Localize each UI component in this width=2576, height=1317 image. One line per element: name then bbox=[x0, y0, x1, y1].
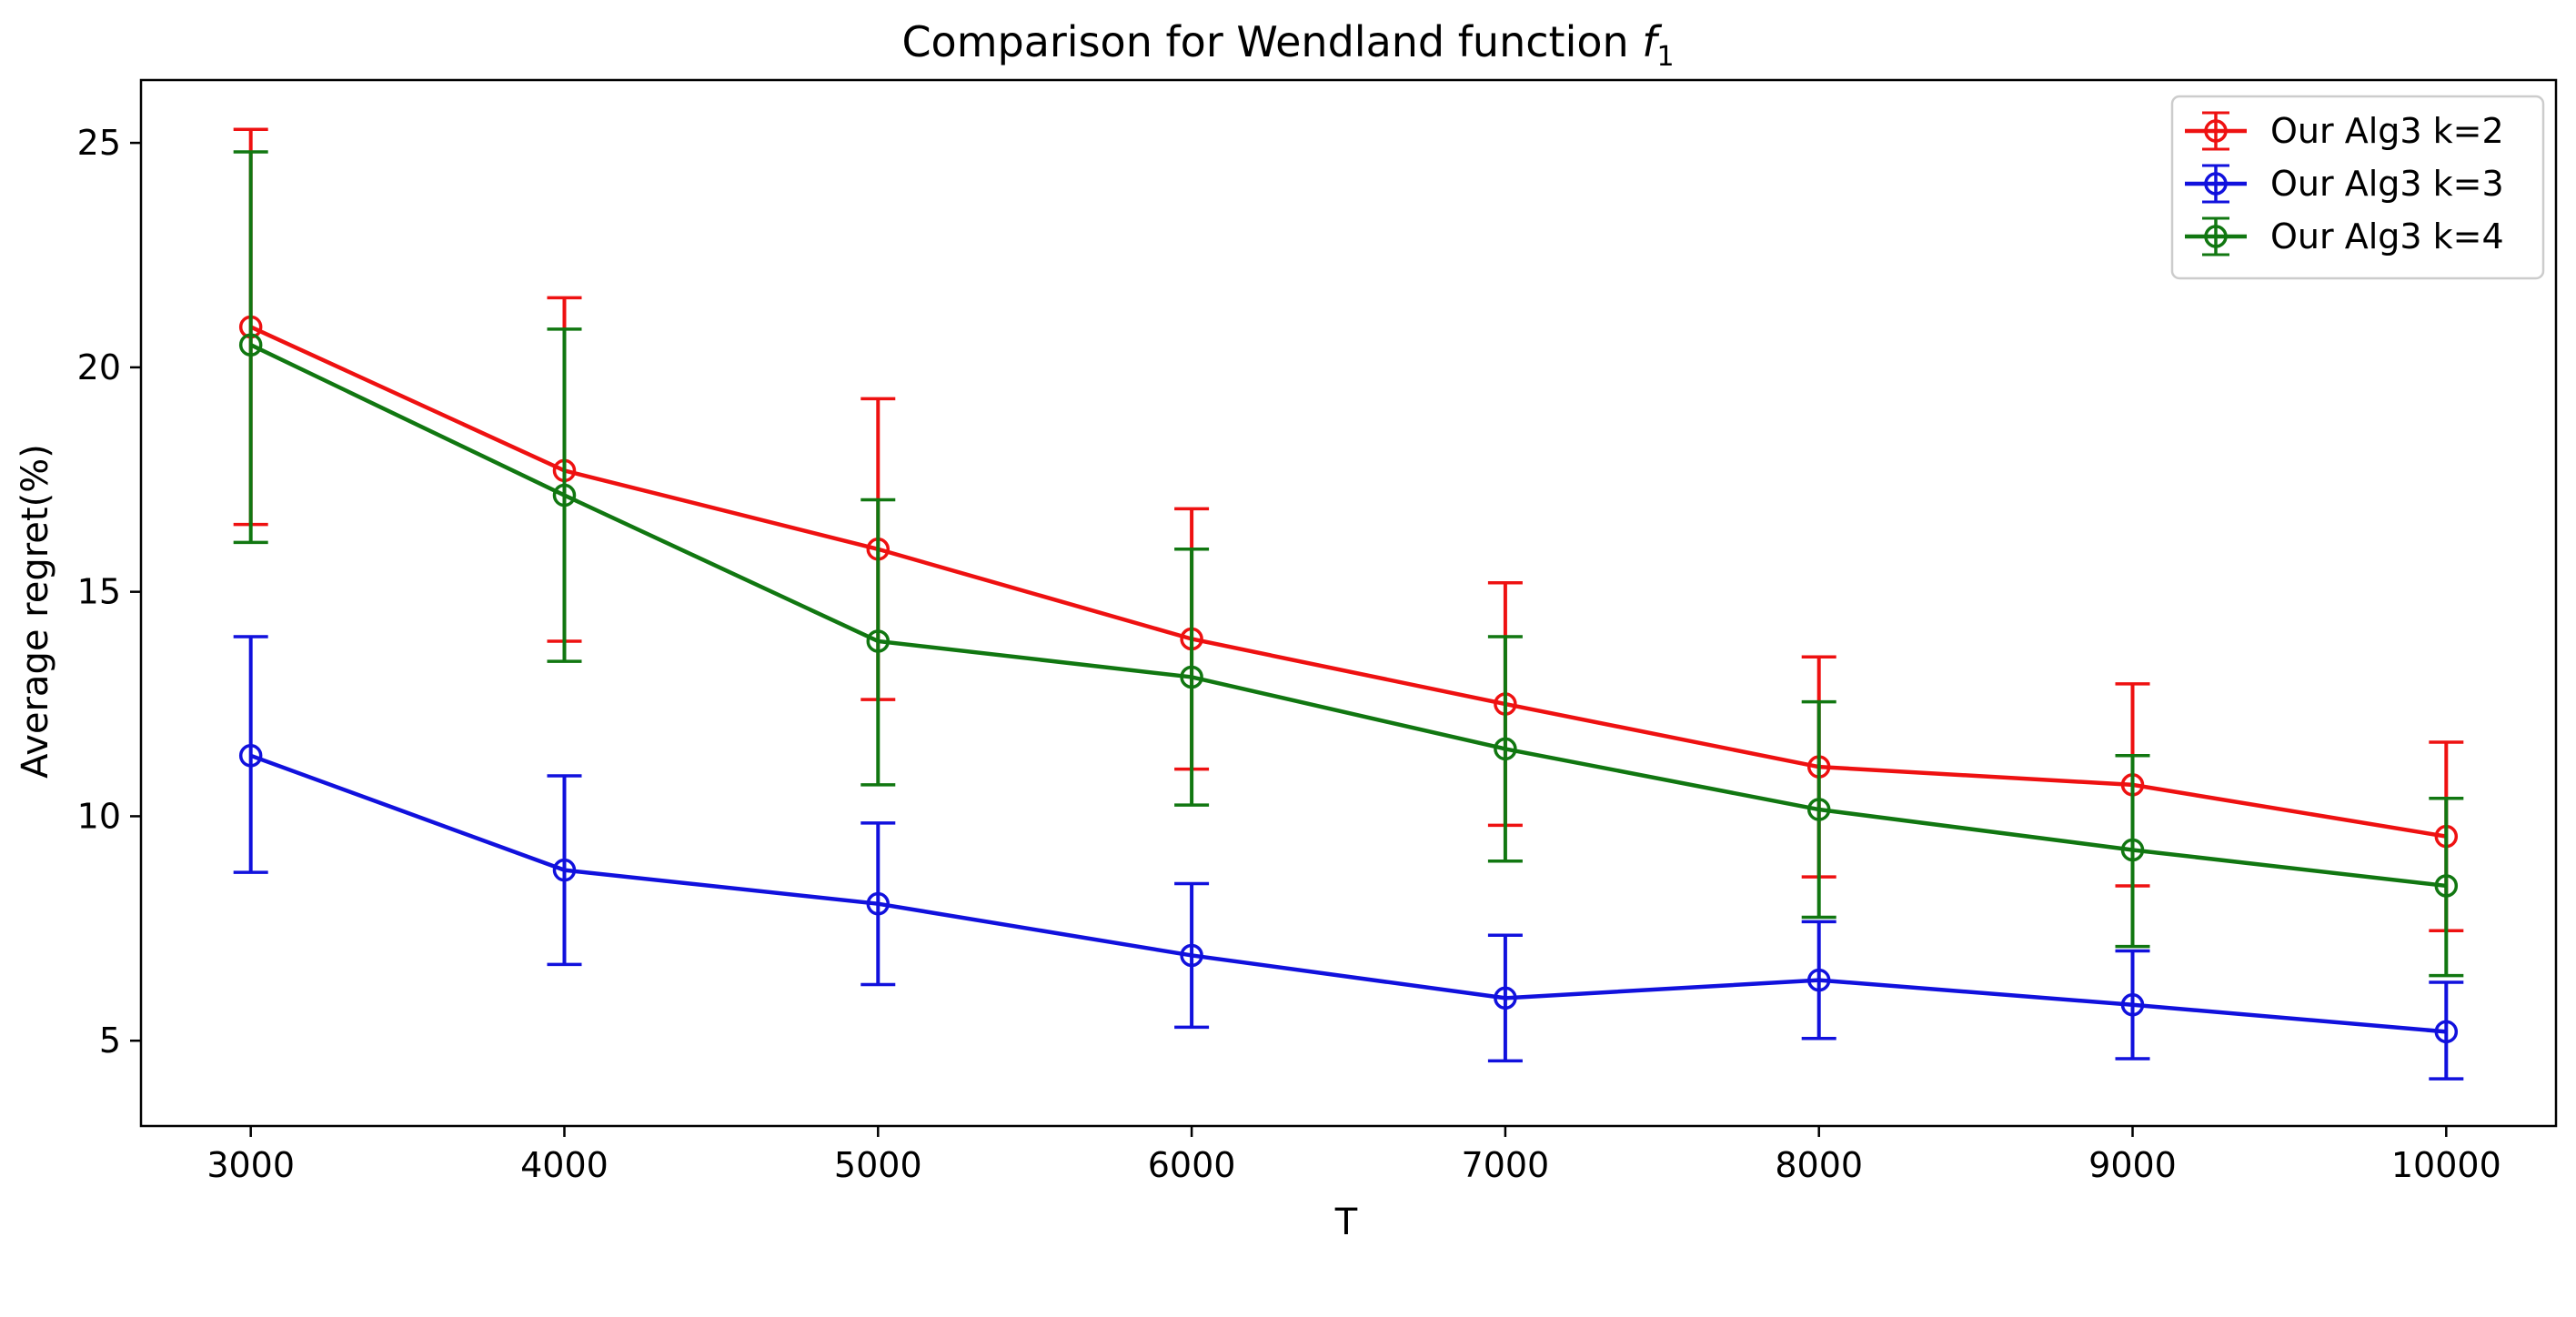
legend-marker bbox=[2204, 225, 2228, 248]
data-point bbox=[2434, 1020, 2459, 1044]
x-tick-label: 5000 bbox=[834, 1145, 922, 1185]
legend-marker bbox=[2204, 172, 2228, 196]
data-point bbox=[866, 629, 891, 653]
legend-item-2: Our Alg3 k=3 bbox=[2185, 164, 2504, 204]
y-tick-label: 10 bbox=[77, 796, 121, 836]
series-3 bbox=[233, 150, 2464, 978]
y-tick-label: 5 bbox=[99, 1020, 121, 1061]
data-point bbox=[1806, 968, 1831, 992]
legend-label: Our Alg3 k=3 bbox=[2270, 164, 2504, 204]
series-2 bbox=[233, 635, 2464, 1081]
x-axis-title: T bbox=[1334, 1201, 1358, 1243]
y-tick-label: 20 bbox=[77, 347, 121, 387]
data-point bbox=[1180, 665, 1203, 689]
series-line bbox=[249, 325, 2447, 839]
x-tick-label: 10000 bbox=[2391, 1145, 2501, 1185]
x-tick-label: 6000 bbox=[1148, 1145, 1236, 1185]
data-point bbox=[2120, 838, 2145, 862]
x-tick-label: 4000 bbox=[520, 1145, 609, 1185]
series-1 bbox=[233, 127, 2464, 933]
data-point bbox=[866, 891, 891, 916]
legend-item-3: Our Alg3 k=4 bbox=[2185, 216, 2504, 256]
plot-area: 3000 4000 5000 6000 7000 8000 9000 10000 5 10 15 20… bbox=[77, 78, 2558, 1185]
axes-frame bbox=[139, 78, 2558, 1128]
data-point bbox=[1494, 986, 1517, 1010]
legend-box bbox=[2170, 95, 2545, 280]
legend-item-1: Our Alg3 k=2 bbox=[2185, 111, 2504, 151]
data-point bbox=[2434, 874, 2459, 898]
data-point bbox=[552, 483, 577, 508]
data-point bbox=[238, 333, 263, 357]
x-tick-label: 9000 bbox=[2088, 1145, 2177, 1185]
x-tick-label: 7000 bbox=[1462, 1145, 1550, 1185]
data-point bbox=[1180, 943, 1203, 968]
legend-label: Our Alg3 k=4 bbox=[2270, 216, 2504, 256]
data-point bbox=[1806, 798, 1831, 821]
legend: Our Alg3 k=2 Our Alg3 k=3 Our Alg3 k=4 bbox=[2170, 95, 2545, 280]
data-point bbox=[552, 858, 577, 882]
data-point bbox=[2120, 992, 2145, 1017]
x-tick-label: 3000 bbox=[206, 1145, 295, 1185]
y-tick-label: 25 bbox=[77, 123, 121, 163]
data-point bbox=[238, 744, 263, 768]
chart-title: Comparison for Wendland function f1 bbox=[901, 17, 1674, 73]
legend-label: Our Alg3 k=2 bbox=[2270, 111, 2504, 151]
series-line bbox=[249, 753, 2447, 1034]
data-point bbox=[1494, 737, 1517, 761]
y-tick-label: 15 bbox=[77, 572, 121, 612]
legend-marker bbox=[2204, 119, 2228, 143]
x-tick-label: 8000 bbox=[1775, 1145, 1863, 1185]
y-axis-title: Average regret(%) bbox=[15, 444, 56, 779]
series-line bbox=[249, 343, 2447, 889]
